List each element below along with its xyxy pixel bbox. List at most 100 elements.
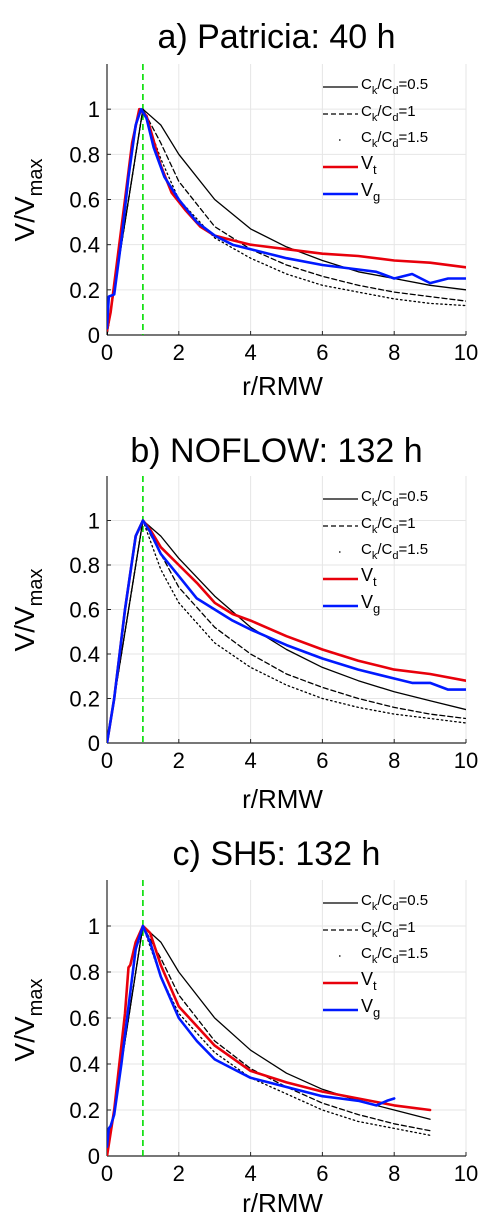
legend-subscript: d xyxy=(392,954,398,966)
legend-label-1: Ck/Cd=0.5 xyxy=(361,892,428,913)
x-tick-label: 10 xyxy=(454,1161,478,1186)
y-axis-label-main: V/V xyxy=(9,1016,40,1061)
y-tick-label: 0.2 xyxy=(69,687,100,712)
series-line-5 xyxy=(107,924,396,1149)
legend-mid-text: /C xyxy=(377,76,392,93)
legend-main-text: V xyxy=(361,592,373,612)
legend-label-2: Ck/Cd=1 xyxy=(361,515,416,536)
legend-subscript: d xyxy=(392,928,398,940)
y-tick-label: 0.2 xyxy=(69,278,100,303)
legend-label-2: Ck/Cd=1 xyxy=(361,919,416,940)
legend-mid-text: /C xyxy=(377,919,392,936)
legend-main-text: C xyxy=(361,541,372,558)
x-tick-label: 8 xyxy=(388,1161,400,1186)
legend-main-text: C xyxy=(361,76,372,93)
legend-label-4: Vt xyxy=(361,153,377,177)
legend-label-5: Vg xyxy=(361,592,380,616)
legend-subscript: k xyxy=(372,901,378,913)
y-tick-label: 0 xyxy=(88,323,100,348)
y-axis-label-sub: max xyxy=(25,159,47,197)
x-tick-label: 6 xyxy=(316,340,328,365)
chart-panel-3: 0 2 4 6 8 10 0 0.2 0.4 0.6 0.8 1 c) SH5: 132 h r/RMW V… xyxy=(9,835,478,1218)
series-line-5 xyxy=(107,519,466,743)
legend-main-text: C xyxy=(361,129,372,146)
legend-subscript: k xyxy=(372,497,378,509)
legend-main-text: V xyxy=(361,153,373,173)
y-tick-label: 0.6 xyxy=(69,598,100,623)
legend-mid-text: /C xyxy=(377,892,392,909)
data-layer xyxy=(107,476,466,743)
legend-subscript: g xyxy=(373,1005,380,1020)
legend-mid-text: /C xyxy=(377,945,392,962)
y-axis-label: V/Vmax xyxy=(9,159,47,242)
legend-value-text: =1 xyxy=(398,515,415,532)
x-tick-label: 4 xyxy=(244,748,256,773)
legend-mid-text: /C xyxy=(377,103,392,120)
legend-label-4: Vt xyxy=(361,969,377,993)
x-tick-label: 0 xyxy=(101,748,113,773)
y-axis-label-main: V/V xyxy=(9,606,40,651)
legend-main-text: V xyxy=(361,180,373,200)
chart-title: a) Patricia: 40 h xyxy=(157,18,395,56)
y-axis-label: V/Vmax xyxy=(9,979,47,1062)
legend-value-text: =1.5 xyxy=(398,129,428,146)
legend-main-text: V xyxy=(361,996,373,1016)
x-axis-label: r/RMW xyxy=(242,1188,323,1218)
y-tick-label: 0.4 xyxy=(69,1052,100,1077)
chart-title: b) NOFLOW: 132 h xyxy=(130,432,422,470)
y-tick-label: 0.6 xyxy=(69,1006,100,1031)
legend-subscript: g xyxy=(373,601,380,616)
x-tick-label: 4 xyxy=(244,340,256,365)
legend-label-5: Vg xyxy=(361,180,380,204)
legend-main-text: C xyxy=(361,919,372,936)
legend-mid-text: /C xyxy=(377,541,392,558)
legend-subscript: k xyxy=(372,85,378,97)
legend-main-text: C xyxy=(361,488,372,505)
data-layer xyxy=(107,64,466,335)
legend-label-1: Ck/Cd=0.5 xyxy=(361,76,428,97)
legend-value-text: =1.5 xyxy=(398,541,428,558)
x-tick-label: 0 xyxy=(101,1161,113,1186)
legend-value-text: =0.5 xyxy=(398,892,428,909)
legend-label-1: Ck/Cd=0.5 xyxy=(361,488,428,509)
legend-label-3: Ck/Cd=1.5 xyxy=(361,129,428,150)
y-axis-label-main: V/V xyxy=(9,196,40,241)
legend-subscript: g xyxy=(373,189,380,204)
legend-label-5: Vg xyxy=(361,996,380,1020)
legend-mid-text: /C xyxy=(377,515,392,532)
legend-subscript: k xyxy=(372,524,378,536)
x-tick-label: 8 xyxy=(388,748,400,773)
legend-label-2: Ck/Cd=1 xyxy=(361,103,416,124)
y-tick-label: 0 xyxy=(88,1144,100,1169)
legend-main-text: C xyxy=(361,103,372,120)
y-tick-label: 0 xyxy=(88,731,100,756)
legend-value-text: =0.5 xyxy=(398,488,428,505)
y-tick-label: 0.8 xyxy=(69,142,100,167)
y-tick-label: 1 xyxy=(88,509,100,534)
y-tick-label: 1 xyxy=(88,97,100,122)
legend-mid-text: /C xyxy=(377,488,392,505)
x-tick-label: 4 xyxy=(244,1161,256,1186)
x-tick-label: 6 xyxy=(316,1161,328,1186)
legend-subscript: d xyxy=(392,497,398,509)
y-tick-label: 0.6 xyxy=(69,188,100,213)
x-axis-label: r/RMW xyxy=(242,371,323,401)
legend-label-4: Vt xyxy=(361,565,377,589)
legend-value-text: =1 xyxy=(398,103,415,120)
y-tick-label: 0.8 xyxy=(69,960,100,985)
y-axis-label-sub: max xyxy=(25,569,47,607)
y-axis-label: V/Vmax xyxy=(9,569,47,652)
y-tick-label: 0.4 xyxy=(69,233,100,258)
legend-subscript: k xyxy=(372,954,378,966)
legend-subscript: k xyxy=(372,550,378,562)
y-tick-label: 0.2 xyxy=(69,1098,100,1123)
legend-main-text: C xyxy=(361,515,372,532)
legend-mid-text: /C xyxy=(377,129,392,146)
x-tick-label: 10 xyxy=(454,340,478,365)
legend-subscript: k xyxy=(372,928,378,940)
series-line-5 xyxy=(107,107,466,330)
series-line-4 xyxy=(107,924,432,1156)
legend-subscript: d xyxy=(392,901,398,913)
x-tick-label: 10 xyxy=(454,748,478,773)
